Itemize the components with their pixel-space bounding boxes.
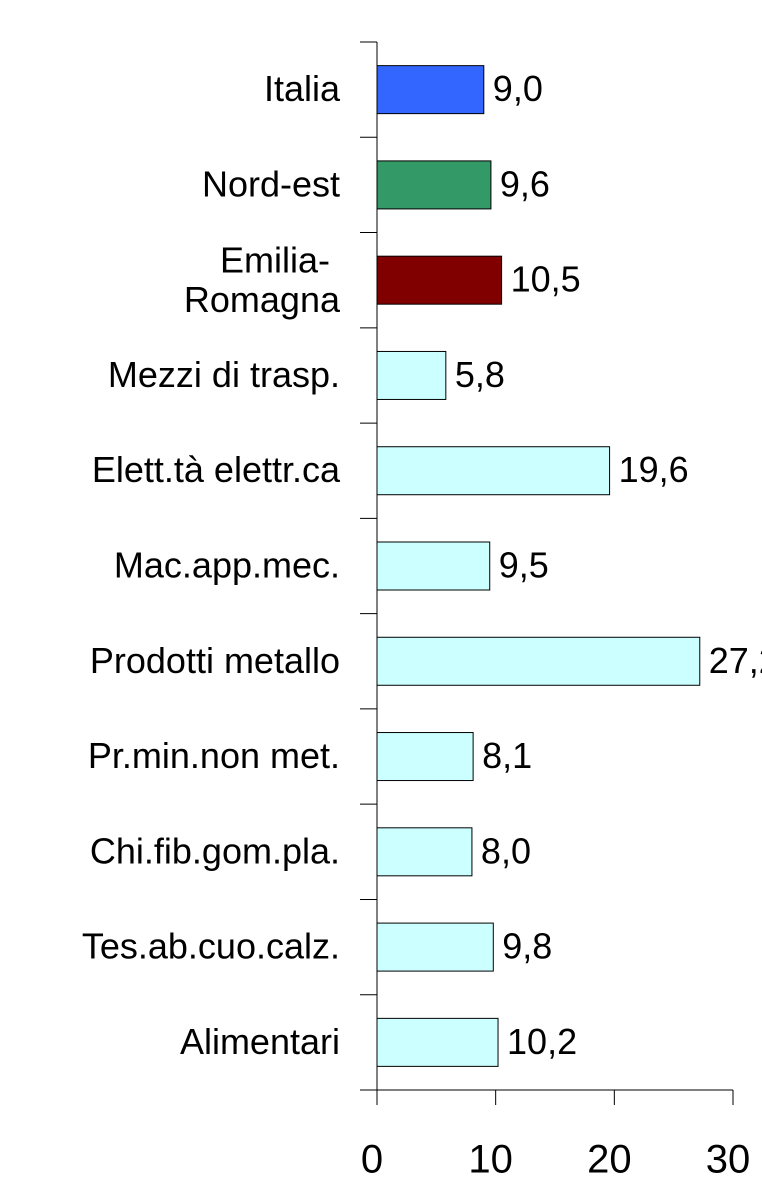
x-tick-label: 30: [706, 1138, 751, 1177]
value-label: 8,0: [481, 830, 531, 871]
y-tick-label: Chi.fib.gom.pla.: [90, 830, 340, 871]
bar: [376, 65, 485, 115]
x-tick-label: 20: [587, 1138, 632, 1177]
y-tick-label: Mezzi di trasp.: [108, 354, 340, 395]
y-tick-label: Tes.ab.cuo.calz.: [82, 926, 340, 967]
value-label: 27,2: [709, 640, 762, 681]
y-tick-label: Italia: [264, 68, 341, 109]
value-label: 10,2: [507, 1021, 577, 1062]
bar: [376, 160, 492, 210]
value-label: 9,0: [493, 68, 543, 109]
x-tick-label: 10: [468, 1138, 513, 1177]
x-tick-label: 0: [361, 1138, 383, 1177]
value-label: 5,8: [455, 354, 505, 395]
bar: [376, 255, 503, 305]
value-label: 8,1: [482, 735, 532, 776]
y-tick-label: Prodotti metallo: [90, 640, 340, 681]
bar: [376, 446, 611, 496]
y-tick-label: Emilia- Romagna: [184, 239, 341, 320]
bar: [376, 636, 701, 686]
y-tick-label: Elett.tà elettr.ca: [92, 449, 341, 490]
y-tick-label: Pr.min.non met.: [88, 735, 340, 776]
y-tick-label: Nord-est: [202, 163, 340, 204]
bar: [376, 350, 447, 400]
value-label: 10,5: [511, 259, 581, 300]
value-label: 9,8: [502, 926, 552, 967]
y-tick-label: Mac.app.mec.: [114, 545, 340, 586]
bar: [376, 541, 491, 591]
bar: [376, 922, 494, 972]
y-tick-label: Alimentari: [180, 1021, 340, 1062]
bar: [376, 827, 473, 877]
value-label: 9,5: [499, 545, 549, 586]
value-label: 19,6: [619, 449, 689, 490]
bar: [376, 732, 474, 782]
bar: [376, 1017, 499, 1067]
value-label: 9,6: [500, 163, 550, 204]
